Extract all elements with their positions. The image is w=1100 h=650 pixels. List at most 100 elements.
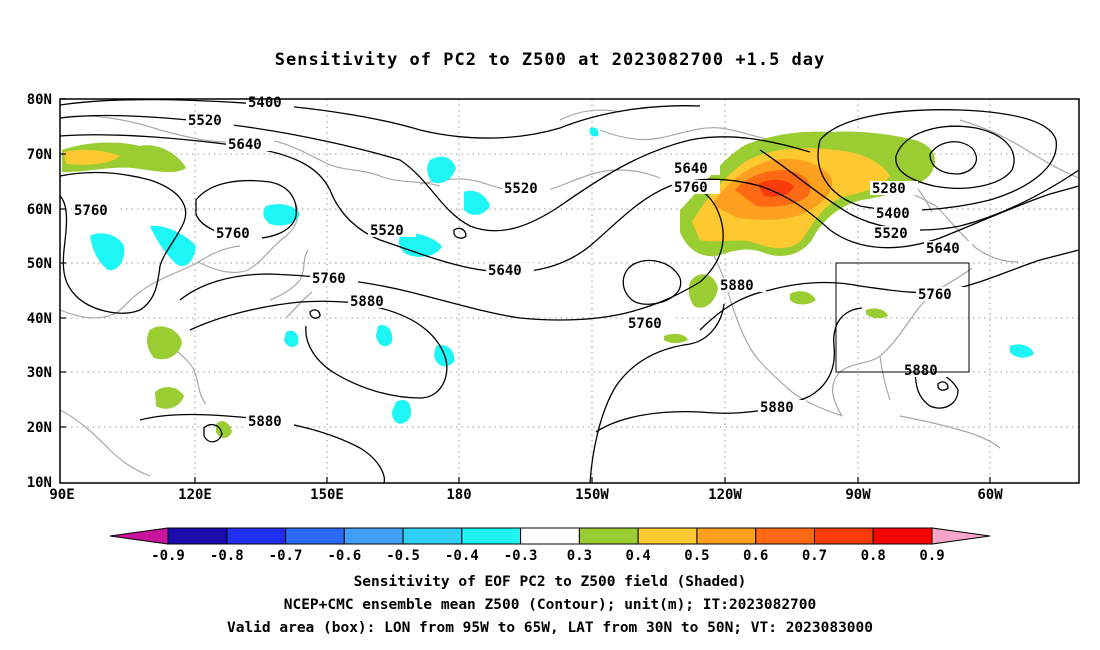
- lon-label: 150W: [575, 487, 609, 503]
- negative-region-10: [284, 330, 299, 347]
- contour-5760-west: [59, 171, 187, 314]
- colorbar-cell: [578, 527, 639, 545]
- colorbar-cell: [755, 527, 815, 545]
- lon-label: 120E: [178, 487, 212, 503]
- lat-label: 60N: [27, 202, 52, 218]
- colorbar-label: -0.9: [151, 548, 185, 564]
- latitude-labels: 80N 70N 60N 50N 40N 30N 20N 10N: [27, 92, 52, 491]
- contour-label: 5640: [488, 263, 522, 279]
- contour-small-loop-1: [453, 227, 467, 239]
- negative-region-4: [464, 190, 490, 215]
- contour-5400: [59, 98, 701, 139]
- colorbar-label: -0.4: [445, 548, 479, 564]
- contour-5880-west: [189, 300, 448, 399]
- contour-label: 5880: [720, 278, 754, 294]
- contour-label: 5400: [876, 206, 910, 222]
- contour-label: 5640: [228, 137, 262, 153]
- colorbar-cell: [343, 527, 404, 545]
- colorbar-label: -0.6: [327, 548, 361, 564]
- contour-5760-east: [699, 249, 1080, 331]
- contour-small-loop-3: [203, 423, 223, 443]
- shaded-sensitivity: [62, 127, 1034, 438]
- colorbar-label: -0.8: [210, 548, 244, 564]
- positive-region-0.7: [758, 179, 794, 197]
- contour-label: 5880: [350, 294, 384, 310]
- lon-label: 150E: [310, 487, 344, 503]
- contour-5280: [895, 125, 1015, 189]
- z500-contours: [59, 98, 1080, 484]
- contour-label: 5760: [74, 203, 108, 219]
- contour-label: 5640: [674, 161, 708, 177]
- colorbar-cell: [226, 527, 287, 545]
- colorbar-label: -0.7: [269, 548, 303, 564]
- lon-label: 90W: [845, 487, 871, 503]
- colorbar-label: 0.8: [861, 548, 886, 564]
- lat-label: 80N: [27, 92, 52, 108]
- colorbar-cell: [461, 527, 522, 545]
- colorbar-label: 0.3: [567, 548, 592, 564]
- negative-region-2: [263, 204, 300, 226]
- map-title: Sensitivity of PC2 to Z500 at 2023082700…: [274, 50, 826, 70]
- negative-region-6: [150, 225, 196, 266]
- lon-label: 180: [446, 487, 471, 503]
- negative-region-7: [376, 324, 393, 347]
- contour-label: 5760: [918, 287, 952, 303]
- positive-region-mexico: [664, 333, 688, 343]
- contour-label: 5520: [188, 113, 222, 129]
- contour-5880-central: [589, 303, 725, 484]
- contour-5400-closed: [817, 109, 1057, 211]
- contour-small-loop-4: [937, 381, 949, 391]
- contour-labels: 5400 5520 5640 5760 5760 5520 5520 5640 …: [72, 95, 972, 430]
- map-frame: [59, 98, 1080, 484]
- colorbar-label: -0.5: [386, 548, 420, 564]
- colorbar-cell: [813, 527, 874, 545]
- colorbar-cell: [637, 527, 698, 545]
- lat-label: 70N: [27, 147, 52, 163]
- axis-ticks: [60, 98, 991, 483]
- positive-region-central-us: [790, 291, 816, 305]
- colorbar-cell: [520, 527, 580, 545]
- caption-line-2: NCEP+CMC ensemble mean Z500 (Contour); u…: [283, 597, 817, 613]
- positive-region-scs: [155, 387, 184, 409]
- contour-5760-pacific: [622, 259, 682, 305]
- contour-5640: [59, 134, 1080, 273]
- positive-region-west-us: [688, 274, 718, 308]
- lat-label: 40N: [27, 311, 52, 327]
- contour-label: 5760: [216, 226, 250, 242]
- colorbar-cells: [167, 527, 933, 545]
- contour-label: 5520: [874, 226, 908, 242]
- colorbar-label: -0.3: [504, 548, 538, 564]
- contour-label: 5520: [504, 181, 538, 197]
- colorbar-label: 0.7: [802, 548, 827, 564]
- contour-small-loop-2: [309, 309, 321, 319]
- valid-area-box: [835, 262, 970, 373]
- colorbar-cell: [402, 527, 463, 545]
- lat-label: 20N: [27, 420, 52, 436]
- contour-5280-inner: [929, 141, 977, 175]
- colorbar-label: 0.4: [626, 548, 651, 564]
- positive-region-siberia: [62, 142, 186, 173]
- colorbar-cell: [167, 527, 228, 545]
- negative-region-1: [427, 156, 456, 184]
- contour-label: 5760: [312, 271, 346, 287]
- contour-label: 5880: [248, 414, 282, 430]
- lat-label: 10N: [27, 475, 52, 491]
- colorbar-label: 0.5: [684, 548, 709, 564]
- contour-label: 5880: [760, 400, 794, 416]
- colorbar-label: 0.9: [919, 548, 944, 564]
- colorbar-right-arrow: [931, 527, 991, 545]
- contour-label: 5280: [872, 181, 906, 197]
- caption-line-1: Sensitivity of EOF PC2 to Z500 field (Sh…: [353, 574, 747, 590]
- caption-line-3: Valid area (box): LON from 95W to 65W, L…: [226, 620, 873, 636]
- longitude-labels: 90E 120E 150E 180 150W 120W 90W 60W: [49, 487, 1003, 503]
- contour-label: 5640: [926, 241, 960, 257]
- contour-label: 5760: [674, 180, 708, 196]
- colorbar-cell: [285, 527, 345, 545]
- positive-region-east-us: [866, 308, 888, 319]
- positive-region-china: [146, 326, 182, 360]
- negative-region-3: [398, 233, 442, 257]
- lon-label: 60W: [977, 487, 1003, 503]
- negative-region-9: [392, 399, 412, 424]
- colorbar-cell: [696, 527, 757, 545]
